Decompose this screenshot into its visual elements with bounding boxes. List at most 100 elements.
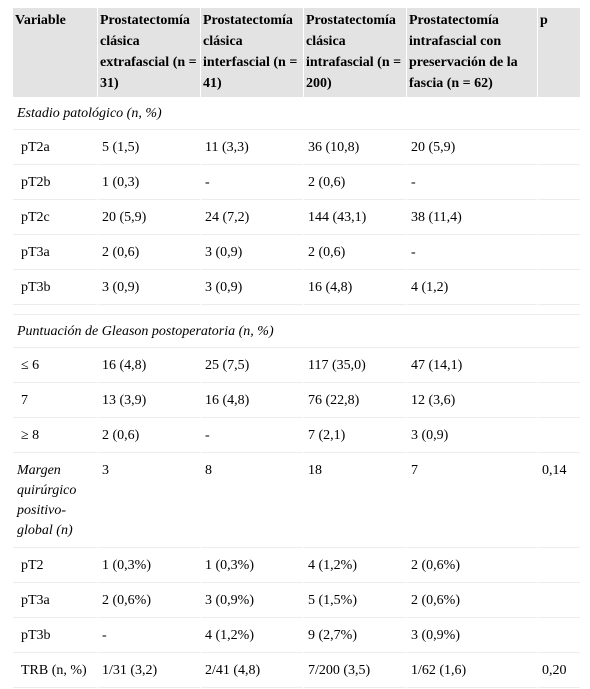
cell: 4 (1,2%) — [201, 619, 303, 653]
cell-p — [538, 619, 580, 653]
table-row: pT2 1 (0,3%) 1 (0,3%) 4 (1,2%) 2 (0,6%) — [13, 549, 580, 583]
table-row: 7 13 (3,9) 16 (4,8) 76 (22,8) 12 (3,6) — [13, 384, 580, 418]
cell: 16 (4,8) — [201, 384, 303, 418]
row-label: pT2b — [13, 166, 97, 200]
cell: 4 (1,2) — [407, 271, 537, 305]
cell: 1 (0,3%) — [98, 549, 200, 583]
row-label: pT3a — [13, 584, 97, 618]
table-row: TRB (n, %) 1/31 (3,2) 2/41 (4,8) 7/200 (… — [13, 654, 580, 688]
section-row: Estadio patológico (n, %) — [13, 98, 580, 130]
cell: 5 (1,5) — [98, 131, 200, 165]
table-row: pT3b - 4 (1,2%) 9 (2,7%) 3 (0,9%) — [13, 619, 580, 653]
section-estadio-patologico: Estadio patológico (n, %) — [13, 98, 580, 130]
row-label: pT3a — [13, 236, 97, 270]
cell: 2 (0,6%) — [98, 584, 200, 618]
cell-p — [538, 131, 580, 165]
row-label: TRB (n, %) — [13, 654, 97, 688]
cell: 16 (4,8) — [98, 349, 200, 383]
table-row: pT2a 5 (1,5) 11 (3,3) 36 (10,8) 20 (5,9) — [13, 131, 580, 165]
results-table: Variable Prostatectomía clásica extrafas… — [12, 7, 581, 689]
cell: 2 (0,6) — [98, 419, 200, 453]
cell: 24 (7,2) — [201, 201, 303, 235]
cell: 20 (5,9) — [98, 201, 200, 235]
table-row: pT3a 2 (0,6%) 3 (0,9%) 5 (1,5%) 2 (0,6%) — [13, 584, 580, 618]
header-variable: Variable — [13, 8, 97, 97]
cell: 3 (0,9) — [407, 419, 537, 453]
table-row: pT2c 20 (5,9) 24 (7,2) 144 (43,1) 38 (11… — [13, 201, 580, 235]
cell: 11 (3,3) — [201, 131, 303, 165]
row-label-margen: Margen quirúrgico positivo-global (n) — [13, 454, 97, 548]
header-intrafascial: Prostatectomía clásica intrafascial (n =… — [304, 8, 406, 97]
cell: - — [98, 619, 200, 653]
cell: 3 (0,9%) — [407, 619, 537, 653]
row-label: pT2c — [13, 201, 97, 235]
cell: - — [407, 166, 537, 200]
cell-p — [538, 201, 580, 235]
table-row: Margen quirúrgico positivo-global (n) 3 … — [13, 454, 580, 548]
row-label: pT3b — [13, 271, 97, 305]
row-label: ≤ 6 — [13, 349, 97, 383]
cell-p: 0,14 — [538, 454, 580, 548]
cell: 7 (2,1) — [304, 419, 406, 453]
cell: 2 (0,6) — [304, 166, 406, 200]
header-interfascial: Prostatectomía clásica interfascial (n =… — [201, 8, 303, 97]
cell: 3 (0,9%) — [201, 584, 303, 618]
cell: 5 (1,5%) — [304, 584, 406, 618]
cell: 76 (22,8) — [304, 384, 406, 418]
cell: 20 (5,9) — [407, 131, 537, 165]
cell: 38 (11,4) — [407, 201, 537, 235]
cell: 4 (1,2%) — [304, 549, 406, 583]
cell: 1/62 (1,6) — [407, 654, 537, 688]
row-label: 7 — [13, 384, 97, 418]
cell-p — [538, 584, 580, 618]
cell: 9 (2,7%) — [304, 619, 406, 653]
cell: 3 — [98, 454, 200, 548]
table-header-row: Variable Prostatectomía clásica extrafas… — [13, 8, 580, 97]
cell: 2 (0,6%) — [407, 549, 537, 583]
cell-p — [538, 236, 580, 270]
cell: 2 (0,6) — [304, 236, 406, 270]
spacer-cell — [13, 306, 580, 315]
cell: 2 (0,6%) — [407, 584, 537, 618]
cell: 47 (14,1) — [407, 349, 537, 383]
cell: - — [201, 419, 303, 453]
cell-p — [538, 549, 580, 583]
cell: 36 (10,8) — [304, 131, 406, 165]
cell: 12 (3,6) — [407, 384, 537, 418]
cell: 7 — [407, 454, 537, 548]
table-row: ≥ 8 2 (0,6) - 7 (2,1) 3 (0,9) — [13, 419, 580, 453]
cell-p — [538, 419, 580, 453]
cell: 25 (7,5) — [201, 349, 303, 383]
cell: 2/41 (4,8) — [201, 654, 303, 688]
cell-p — [538, 271, 580, 305]
cell: 1 (0,3%) — [201, 549, 303, 583]
cell: 3 (0,9) — [201, 271, 303, 305]
cell: - — [201, 166, 303, 200]
cell: 8 — [201, 454, 303, 548]
cell: 1 (0,3) — [98, 166, 200, 200]
table-row: pT2b 1 (0,3) - 2 (0,6) - — [13, 166, 580, 200]
cell: 3 (0,9) — [201, 236, 303, 270]
cell: 3 (0,9) — [98, 271, 200, 305]
cell-p — [538, 166, 580, 200]
row-label: pT2a — [13, 131, 97, 165]
header-intrafascial-preservacion: Prostatectomía intrafascial con preserva… — [407, 8, 537, 97]
cell-p — [538, 349, 580, 383]
cell: 2 (0,6) — [98, 236, 200, 270]
cell: 117 (35,0) — [304, 349, 406, 383]
cell: 1/31 (3,2) — [98, 654, 200, 688]
cell: 13 (3,9) — [98, 384, 200, 418]
cell: 7/200 (3,5) — [304, 654, 406, 688]
row-label: ≥ 8 — [13, 419, 97, 453]
cell: - — [407, 236, 537, 270]
table-row: ≤ 6 16 (4,8) 25 (7,5) 117 (35,0) 47 (14,… — [13, 349, 580, 383]
cell: 18 — [304, 454, 406, 548]
spacer-row — [13, 306, 580, 315]
section-row: Puntuación de Gleason postoperatoria (n,… — [13, 316, 580, 348]
header-p: p — [538, 8, 580, 97]
cell: 16 (4,8) — [304, 271, 406, 305]
cell: 144 (43,1) — [304, 201, 406, 235]
table-row: pT3b 3 (0,9) 3 (0,9) 16 (4,8) 4 (1,2) — [13, 271, 580, 305]
row-label: pT3b — [13, 619, 97, 653]
cell-p — [538, 384, 580, 418]
